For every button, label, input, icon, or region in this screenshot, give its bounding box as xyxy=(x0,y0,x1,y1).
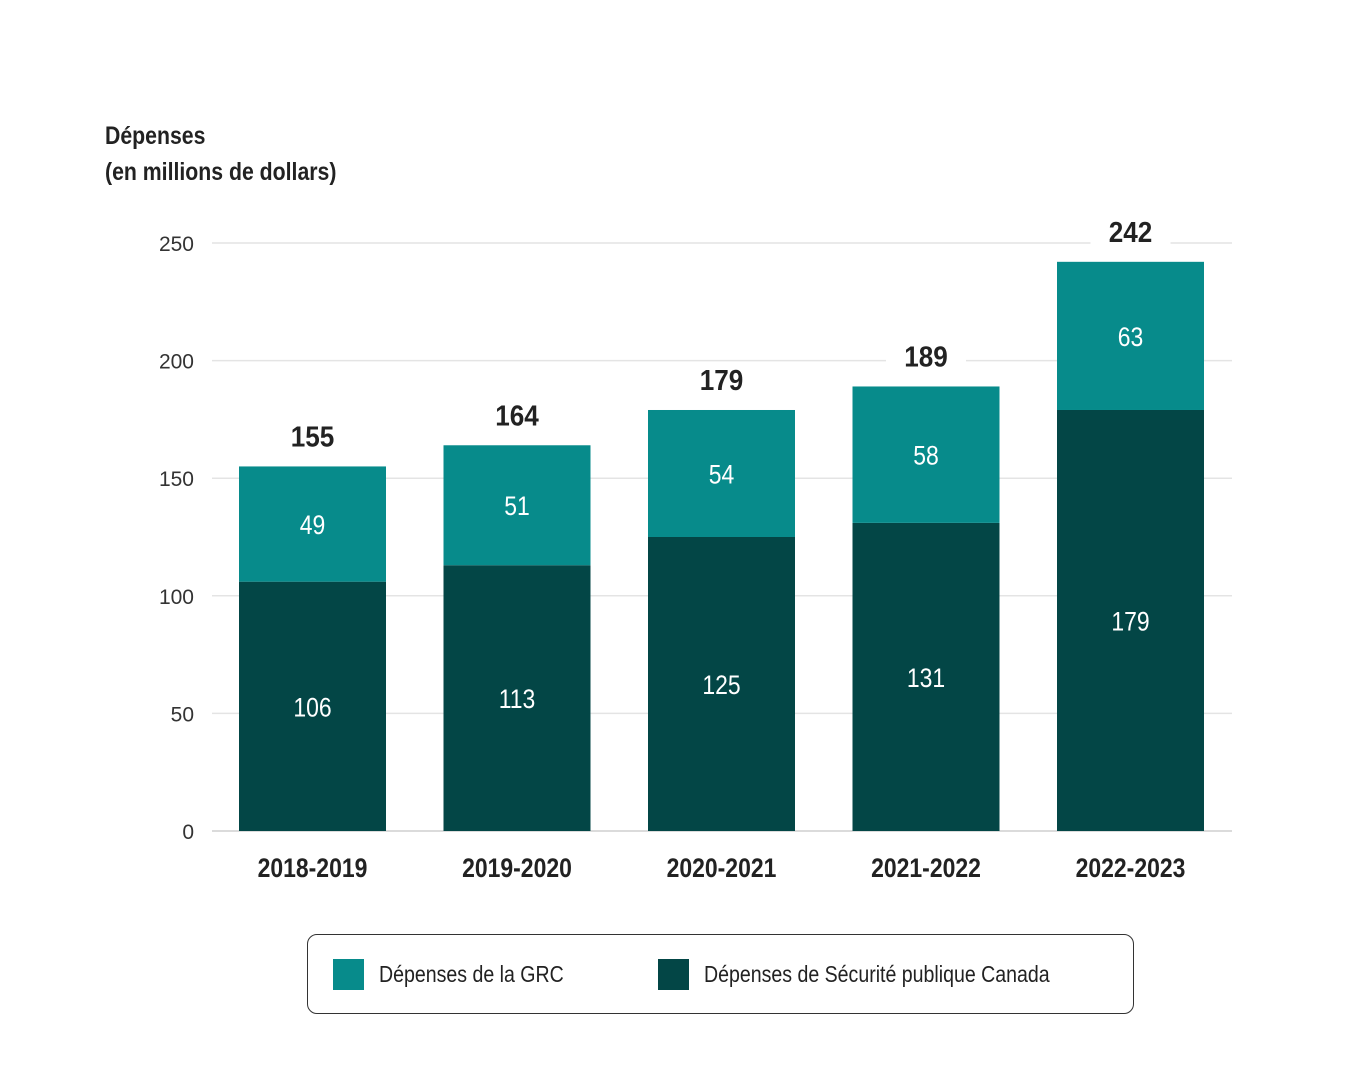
y-tick-label: 0 xyxy=(182,821,194,844)
y-tick-label: 50 xyxy=(171,703,194,726)
data-label: 58 xyxy=(913,441,939,471)
bar-segment xyxy=(648,537,795,831)
data-label: 54 xyxy=(709,460,735,490)
y-tick-label: 100 xyxy=(159,586,194,609)
bar-segment xyxy=(239,581,386,831)
bar-segment xyxy=(852,522,1000,831)
x-tick-label: 2021-2022 xyxy=(871,853,981,883)
data-label: 49 xyxy=(300,510,326,540)
legend-swatch-spc xyxy=(658,959,689,990)
total-label: 155 xyxy=(291,420,335,453)
data-label: 63 xyxy=(1118,322,1144,352)
legend-swatch-grc xyxy=(333,959,364,990)
total-label-bg xyxy=(681,361,762,398)
data-label: 106 xyxy=(293,693,331,723)
x-tick-label: 2019-2020 xyxy=(462,853,572,883)
bar-segment xyxy=(1057,261,1204,410)
legend-item-spc: Dépenses de Sécurité publique Canada xyxy=(658,959,1111,990)
total-label: 164 xyxy=(495,399,539,432)
bar-segment xyxy=(648,409,795,537)
y-axis-title: Dépenses xyxy=(105,122,206,150)
data-label: 125 xyxy=(702,670,740,700)
bar-segment xyxy=(1057,409,1204,831)
total-label-bg xyxy=(272,418,353,455)
data-label: 51 xyxy=(504,492,530,522)
total-label-bg xyxy=(477,397,557,434)
data-label: 113 xyxy=(499,684,536,714)
y-axis-label: Dépenses (en millions de dollars) xyxy=(105,118,336,190)
x-tick-label: 2018-2019 xyxy=(258,853,368,883)
bar-segment xyxy=(443,445,591,566)
legend-label-spc: Dépenses de Sécurité publique Canada xyxy=(704,961,1050,987)
data-label: 131 xyxy=(907,663,945,693)
y-tick-label: 250 xyxy=(159,233,194,256)
total-label: 189 xyxy=(904,340,948,373)
legend-label-grc: Dépenses de la GRC xyxy=(379,961,564,987)
y-axis-subtitle: (en millions de dollars) xyxy=(105,158,337,186)
bar-segment xyxy=(239,466,386,582)
x-tick-label: 2022-2023 xyxy=(1076,853,1186,883)
data-label: 179 xyxy=(1111,607,1149,637)
x-tick-label: 2020-2021 xyxy=(667,853,777,883)
total-label: 179 xyxy=(700,364,744,397)
y-tick-label: 200 xyxy=(159,351,194,374)
legend-item-grc: Dépenses de la GRC xyxy=(333,959,596,990)
legend: Dépenses de la GRC Dépenses de Sécurité … xyxy=(307,934,1134,1014)
bar-segment xyxy=(443,565,591,831)
bar-segment xyxy=(852,386,1000,523)
total-label-bg xyxy=(886,338,966,375)
y-tick-label: 150 xyxy=(159,468,194,491)
total-label-bg xyxy=(1090,213,1171,250)
total-label: 242 xyxy=(1109,216,1153,249)
